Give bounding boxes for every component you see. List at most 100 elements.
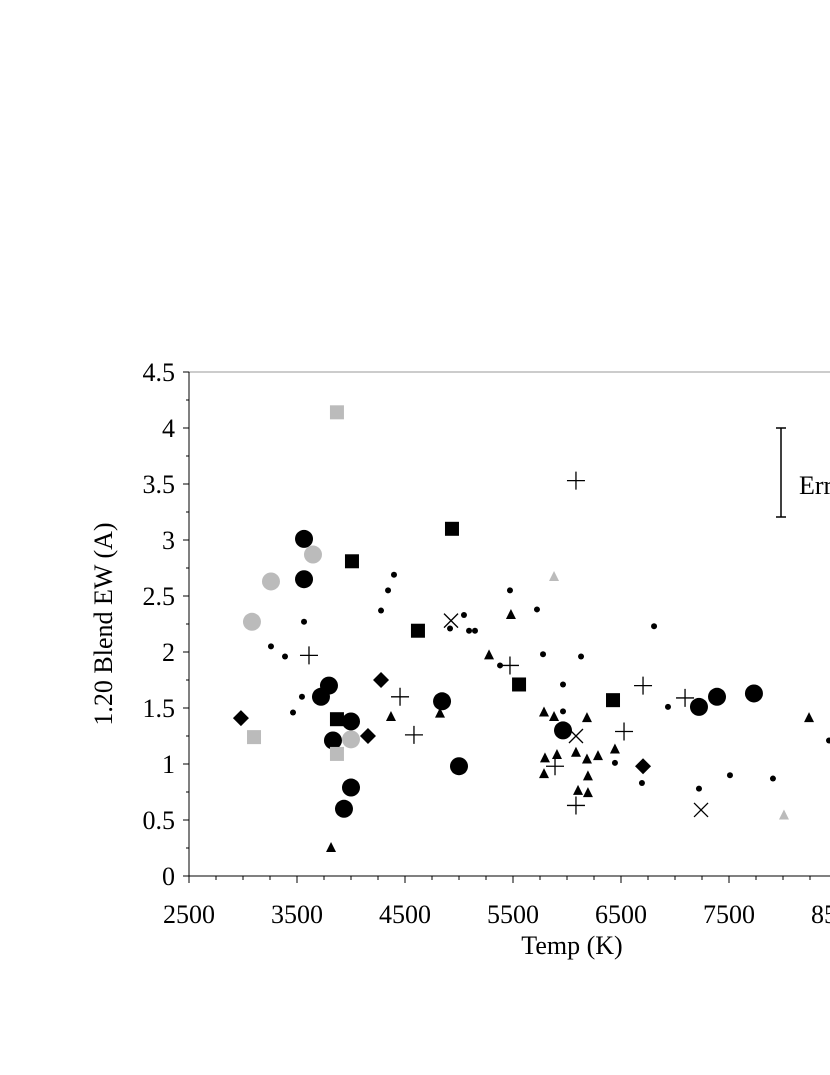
point [342,730,360,749]
point [695,785,702,792]
point [560,681,567,688]
y-axis-title: 1.20 Blend EW (A) [89,522,118,725]
point [549,710,560,721]
point [433,692,452,711]
point [540,651,547,658]
point [385,587,392,594]
point [664,703,671,710]
point [471,627,478,634]
point [247,730,262,745]
point [726,772,733,779]
point [500,656,519,675]
series [247,405,344,761]
point [615,722,634,741]
point [329,405,344,420]
x-tick-label: 6500 [595,900,647,929]
x-tick-label: 7500 [703,900,755,929]
y-tick-label: 4.5 [143,358,176,387]
y-tick-label: 0.5 [143,806,176,835]
point [385,710,396,721]
point [689,697,708,716]
point [299,646,318,665]
point [539,752,550,763]
point [651,623,658,630]
point [578,653,585,660]
series [326,609,815,852]
point [344,554,359,569]
y-tick-label: 0 [162,862,175,891]
point [826,737,830,744]
point [592,750,603,761]
point [460,612,467,619]
point [404,725,423,744]
point [447,625,454,632]
point [549,570,560,581]
y-tick-label: 3 [162,526,175,555]
point [434,707,445,718]
point [410,623,425,638]
y-tick-label: 2.5 [143,582,176,611]
x-tick-label: 4500 [379,900,431,929]
series [242,545,360,749]
series [443,613,709,818]
point [538,768,549,779]
x-tick-label: 5500 [487,900,539,929]
series [549,570,789,820]
error-label: Error [799,471,830,500]
point [769,775,776,782]
point [301,618,308,625]
point [634,676,653,695]
point [635,758,652,775]
point [606,693,621,708]
y-tick-label: 4 [162,414,175,443]
series [329,521,621,727]
series [267,571,830,792]
x-tick-label: 8500 [811,900,830,929]
point [505,609,516,620]
point [484,649,495,660]
point [708,687,727,706]
point [326,842,337,852]
point [261,572,280,591]
point [282,653,289,660]
point [359,728,376,744]
point [804,712,815,723]
point [267,643,274,650]
point [295,529,314,548]
error-bar-key: Error [776,427,830,518]
point [551,749,562,760]
point [329,746,344,761]
point [378,607,385,614]
point [319,676,338,695]
point [497,662,504,669]
point [744,684,763,703]
point [329,712,344,727]
y-tick-label: 1.5 [143,694,176,723]
point [611,759,618,766]
series [295,529,763,818]
point [323,731,342,750]
point [450,757,468,776]
point [466,627,473,634]
point [443,613,459,629]
y-tick-label: 1 [162,750,175,779]
point [391,687,410,706]
x-tick-label: 2500 [163,900,215,929]
point [582,770,593,781]
point [290,709,297,716]
point [582,787,593,798]
point [566,796,585,815]
point [638,780,645,787]
point [566,471,585,490]
x-tick-label: 3500 [271,900,323,929]
point [581,712,592,723]
point [570,746,581,757]
x-axis-title: Temp (K) [521,931,622,960]
point [298,693,305,700]
point [693,802,709,818]
point [506,587,513,594]
point [560,708,567,715]
point [342,712,360,731]
point [232,710,249,727]
